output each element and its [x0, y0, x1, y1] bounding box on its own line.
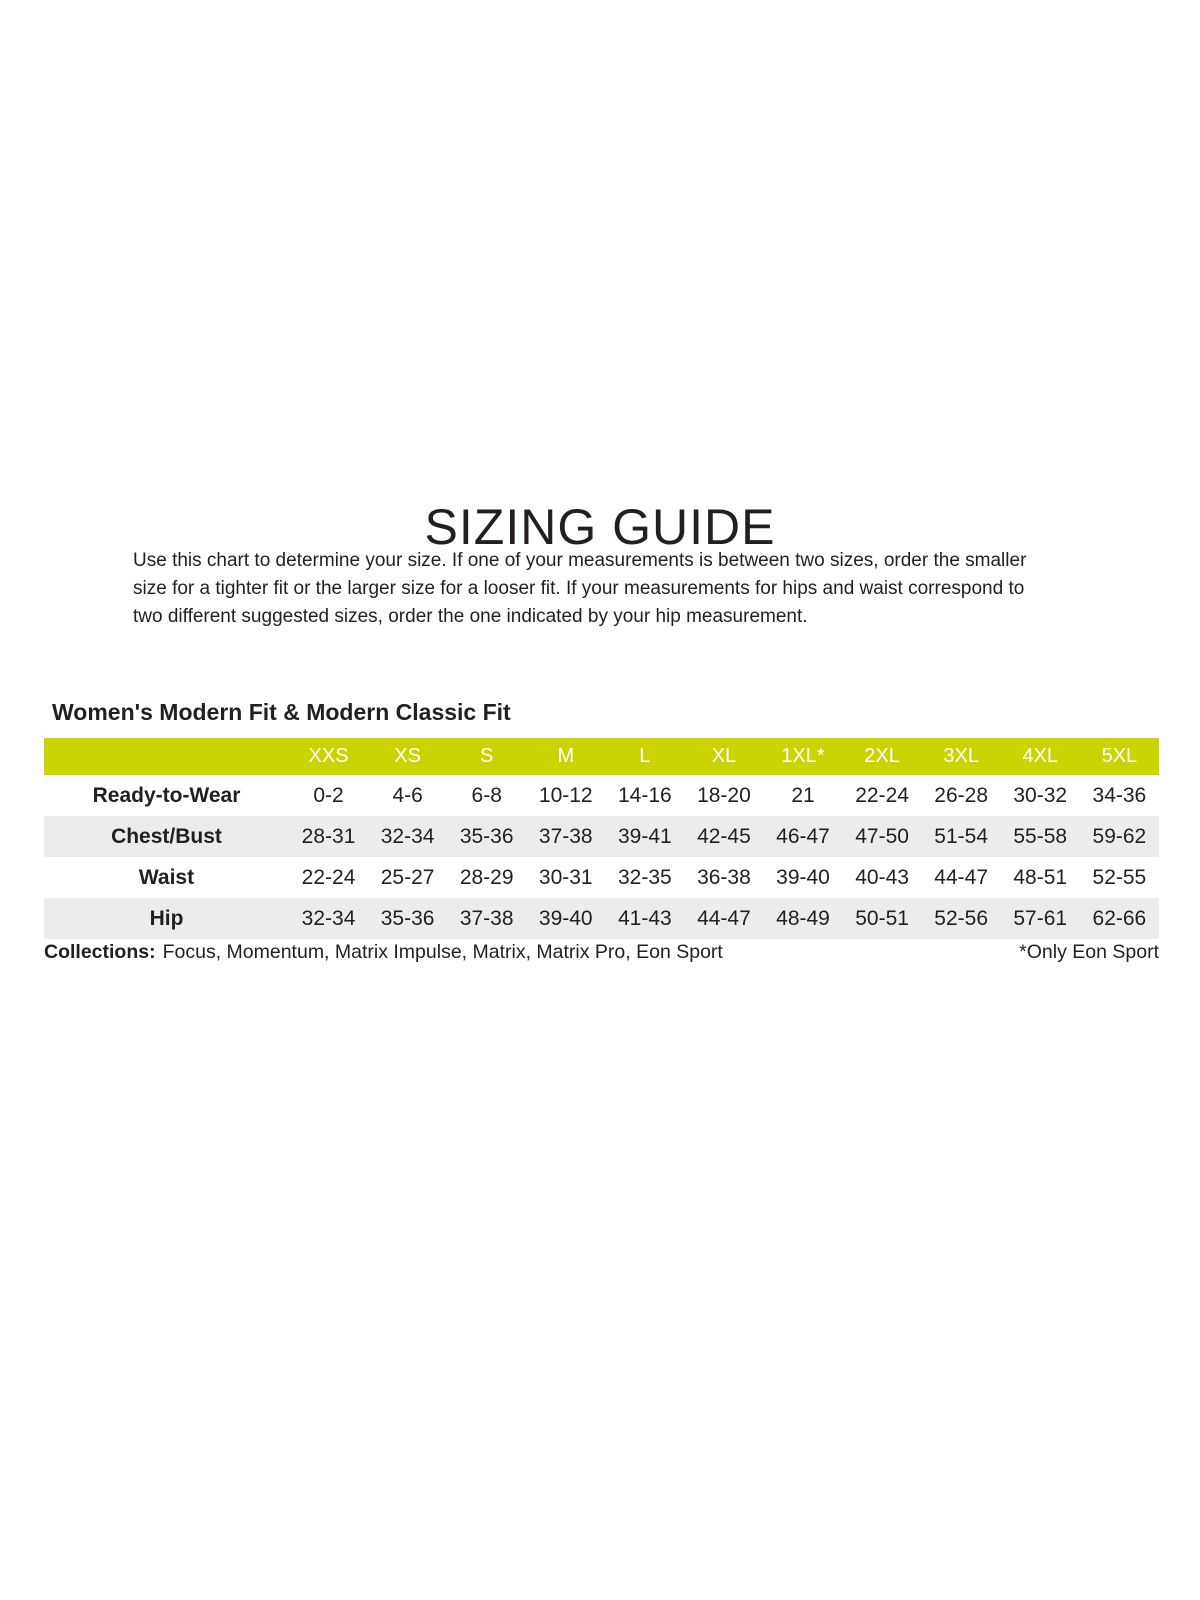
collections-label: Collections: — [44, 941, 156, 963]
table-cell: 4-6 — [392, 783, 423, 807]
table-cell: 37-38 — [538, 824, 593, 848]
table-cell: 47-50 — [855, 824, 909, 848]
table-cell: 28-31 — [301, 824, 356, 848]
table-cell: 32-34 — [380, 824, 435, 848]
size-table: XXS XS S M L XL 1XL* 2XL 3XL 4XL 5XL Ready-to-Wear… — [44, 738, 1159, 939]
size-table-body: Ready-to-Wear 0-2 4-6 6-8 10-12 14-16 18-20 21 2… — [44, 775, 1159, 939]
table-cell: 39-40 — [538, 906, 593, 930]
row-label: Chest/Bust — [111, 824, 222, 848]
column-header: 1XL* — [763, 738, 843, 775]
column-header: 2XL — [842, 738, 922, 775]
row-label: Hip — [149, 906, 184, 930]
table-cell: 10-12 — [538, 783, 593, 807]
column-header: XS — [368, 738, 448, 775]
column-header: XL — [684, 738, 764, 775]
intro-paragraph: Use this chart to determine your size. I… — [133, 547, 1093, 631]
table-cell: 39-41 — [617, 824, 672, 848]
table-cell: 48-51 — [1013, 865, 1068, 889]
size-table-header-row: XXS XS S M L XL 1XL* 2XL 3XL 4XL 5XL — [44, 738, 1159, 775]
table-cell: 25-27 — [380, 865, 435, 889]
table-cell: 35-36 — [380, 906, 435, 930]
table-cell: 0-2 — [313, 783, 344, 807]
table-cell: 41-43 — [617, 906, 672, 930]
footnote: *Only Eon Sport — [1019, 941, 1159, 963]
column-header: M — [526, 738, 606, 775]
column-header: L — [605, 738, 685, 775]
table-cell: 6-8 — [471, 783, 502, 807]
table-cell: 39-40 — [776, 865, 830, 889]
table-cell: 26-28 — [934, 783, 989, 807]
table-cell: 18-20 — [697, 783, 751, 807]
table-cell: 28-29 — [459, 865, 514, 889]
table-cell: 52-56 — [934, 906, 989, 930]
table-cell: 22-24 — [855, 783, 909, 807]
collections-text: Collections: Focus, Momentum, Matrix Impu… — [44, 941, 723, 964]
row-label: Waist — [138, 865, 195, 889]
column-header: 5XL — [1079, 738, 1159, 775]
table-cell: 48-49 — [776, 906, 830, 930]
table-cell: 34-36 — [1092, 783, 1147, 807]
table-cell: 44-47 — [697, 906, 751, 930]
intro-line: Use this chart to determine your size. I… — [133, 550, 1027, 571]
column-header: XXS — [289, 738, 369, 775]
table-cell: 55-58 — [1013, 824, 1068, 848]
row-label: Ready-to-Wear — [92, 783, 241, 807]
collections-list: Focus, Momentum, Matrix Impulse, Matrix,… — [162, 941, 723, 963]
table-cell: 51-54 — [934, 824, 989, 848]
table-cell: 30-32 — [1013, 783, 1068, 807]
table-cell: 14-16 — [617, 783, 672, 807]
table-cell: 21 — [791, 783, 815, 807]
table-cell: 62-66 — [1092, 906, 1147, 930]
table-cell: 37-38 — [459, 906, 514, 930]
section-heading: Women's Modern Fit & Modern Classic Fit — [52, 699, 511, 725]
table-cell: 40-43 — [855, 865, 909, 889]
table-cell: 22-24 — [301, 865, 356, 889]
column-header: 3XL — [921, 738, 1001, 775]
collections-note: Collections: Focus, Momentum, Matrix Impu… — [44, 941, 1159, 964]
table-cell: 59-62 — [1092, 824, 1147, 848]
page-title: SIZING GUIDE — [424, 498, 776, 555]
table-cell: 46-47 — [776, 824, 830, 848]
table-cell: 36-38 — [697, 865, 751, 889]
table-cell: 50-51 — [855, 906, 909, 930]
table-row: Waist 22-24 25-27 28-29 30-31 32-35 36-38 39-40… — [44, 857, 1159, 898]
intro-line: two different suggested sizes, order the… — [133, 606, 808, 627]
table-cell: 52-55 — [1092, 865, 1147, 889]
table-cell: 35-36 — [459, 824, 514, 848]
table-cell: 32-35 — [617, 865, 672, 889]
corner-cell — [44, 738, 289, 775]
table-row: Ready-to-Wear 0-2 4-6 6-8 10-12 14-16 18-20 21 2… — [44, 775, 1159, 816]
column-header: S — [447, 738, 527, 775]
table-row: Hip 32-34 35-36 37-38 39-40 41-43 44-47 48-49 50… — [44, 898, 1159, 939]
table-cell: 32-34 — [301, 906, 356, 930]
table-cell: 57-61 — [1013, 906, 1068, 930]
table-cell: 44-47 — [934, 865, 989, 889]
table-row: Chest/Bust 28-31 32-34 35-36 37-38 39-41 42-45… — [44, 816, 1159, 857]
intro-line: size for a tighter fit or the larger siz… — [133, 578, 1025, 599]
table-cell: 30-31 — [538, 865, 593, 889]
table-cell: 42-45 — [697, 824, 751, 848]
column-header: 4XL — [1000, 738, 1080, 775]
